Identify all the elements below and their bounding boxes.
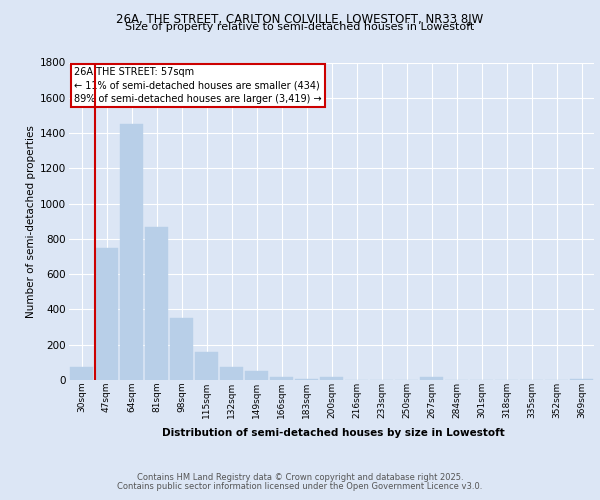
Bar [170,318,193,380]
Bar [220,367,243,380]
Bar [245,371,268,380]
Text: Contains HM Land Registry data © Crown copyright and database right 2025.: Contains HM Land Registry data © Crown c… [137,472,463,482]
Text: Distribution of semi-detached houses by size in Lowestoft: Distribution of semi-detached houses by … [161,428,505,438]
Bar [270,378,293,380]
Bar [195,352,218,380]
Bar [320,378,343,380]
Bar [70,367,93,380]
Text: Size of property relative to semi-detached houses in Lowestoft: Size of property relative to semi-detach… [125,22,475,32]
Text: Contains public sector information licensed under the Open Government Licence v3: Contains public sector information licen… [118,482,482,491]
Text: 26A, THE STREET, CARLTON COLVILLE, LOWESTOFT, NR33 8JW: 26A, THE STREET, CARLTON COLVILLE, LOWES… [116,12,484,26]
Bar [420,378,443,380]
Bar [295,379,318,380]
Bar [120,124,143,380]
Text: 26A THE STREET: 57sqm
← 11% of semi-detached houses are smaller (434)
89% of sem: 26A THE STREET: 57sqm ← 11% of semi-deta… [74,68,322,104]
Bar [570,379,593,380]
Y-axis label: Number of semi-detached properties: Number of semi-detached properties [26,125,36,318]
Bar [95,248,118,380]
Bar [145,226,168,380]
